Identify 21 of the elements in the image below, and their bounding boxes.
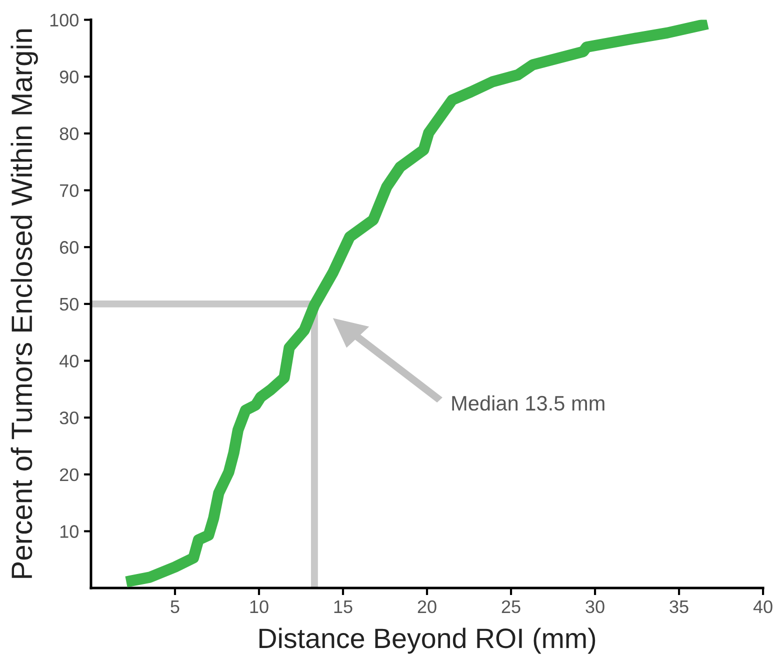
y-axis-title: Percent of Tumors Enclosed Within Margin — [10, 29, 38, 578]
x-tick-label: 25 — [502, 600, 520, 614]
x-axis-title: Distance Beyond ROI (mm) — [260, 628, 596, 654]
y-tick-label: 40 — [60, 354, 78, 368]
annotation: Median 13.5 mm — [452, 395, 604, 411]
x-tick-label: 15 — [334, 600, 352, 614]
y-tick-label: 70 — [60, 184, 78, 197]
y-tick-label: 60 — [60, 241, 78, 254]
y-tick-label: 10 — [60, 525, 78, 538]
y-tick-label: 50 — [60, 298, 78, 311]
x-tick-label: 20 — [418, 600, 436, 614]
x-tick-label: 40 — [753, 600, 772, 614]
x-tick-label: 35 — [670, 600, 688, 614]
y-tick-label: 80 — [60, 127, 78, 140]
x-tick-label: 10 — [250, 600, 268, 614]
x-tick-label: 5 — [170, 600, 180, 614]
y-tick-label: 30 — [60, 412, 78, 424]
y-tick-label: 90 — [60, 70, 78, 84]
x-tick-label: 30 — [586, 600, 604, 614]
y-tick-label: 100 — [50, 14, 78, 27]
y-tick-label: 20 — [60, 468, 78, 482]
